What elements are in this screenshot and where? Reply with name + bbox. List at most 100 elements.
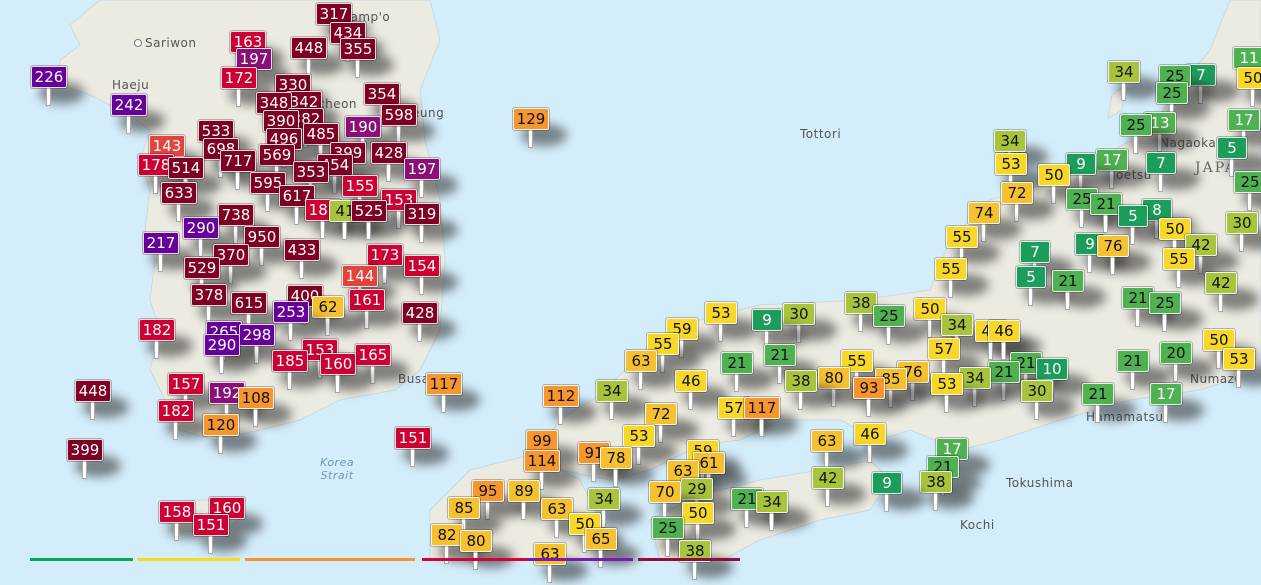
aqi-value[interactable]: 7 (1146, 152, 1176, 174)
aqi-value[interactable]: 46 (988, 320, 1020, 342)
aqi-value[interactable]: 55 (935, 258, 967, 280)
aqi-value[interactable]: 21 (1052, 270, 1084, 292)
aqi-station-marker[interactable]: 30 (1021, 380, 1075, 422)
aqi-value[interactable]: 428 (402, 302, 438, 324)
aqi-value[interactable]: 50 (1237, 67, 1261, 89)
aqi-value[interactable]: 21 (1082, 383, 1114, 405)
aqi-station-marker[interactable]: 108 (238, 387, 292, 429)
aqi-value[interactable]: 172 (221, 67, 257, 89)
aqi-station-marker[interactable]: 76 (1097, 235, 1151, 277)
aqi-station-marker[interactable]: 151 (395, 427, 449, 469)
aqi-value[interactable]: 317 (316, 3, 352, 25)
aqi-station-marker[interactable]: 185 (272, 350, 326, 392)
aqi-value[interactable]: 529 (184, 257, 220, 279)
aqi-value[interactable]: 17 (1228, 109, 1260, 131)
aqi-value[interactable]: 38 (845, 292, 877, 314)
aqi-value[interactable]: 428 (371, 142, 407, 164)
aqi-station-marker[interactable]: 25 (1149, 292, 1203, 334)
aqi-value[interactable]: 9 (872, 472, 902, 494)
aqi-value[interactable]: 178 (138, 154, 174, 176)
aqi-station-marker[interactable]: 93 (853, 377, 907, 419)
aqi-station-marker[interactable]: 9 (872, 472, 926, 514)
aqi-station-marker[interactable]: 34 (588, 488, 642, 530)
aqi-value[interactable]: 154 (404, 255, 440, 277)
aqi-station-marker[interactable]: 598 (381, 104, 435, 146)
aqi-value[interactable]: 63 (667, 460, 699, 482)
aqi-value[interactable]: 173 (367, 244, 403, 266)
aqi-value[interactable]: 5 (1016, 266, 1046, 288)
aqi-value[interactable]: 448 (291, 37, 327, 59)
aqi-station-marker[interactable]: 30 (1226, 212, 1261, 254)
aqi-value[interactable]: 50 (1203, 329, 1235, 351)
aqi-value[interactable]: 120 (203, 414, 239, 436)
aqi-value[interactable]: 355 (340, 38, 376, 60)
aqi-station-marker[interactable]: 151 (193, 514, 247, 556)
aqi-value[interactable]: 57 (718, 397, 750, 419)
aqi-station-marker[interactable]: 95 (472, 480, 526, 522)
aqi-station-marker[interactable]: 42 (1205, 272, 1259, 314)
aqi-value[interactable]: 55 (841, 350, 873, 372)
aqi-station-marker[interactable]: 46 (854, 423, 908, 465)
aqi-value[interactable]: 63 (811, 430, 843, 452)
aqi-value[interactable]: 738 (218, 204, 254, 226)
aqi-station-marker[interactable]: 63 (625, 350, 679, 392)
aqi-value[interactable]: 57 (928, 338, 960, 360)
aqi-value[interactable]: 9 (752, 309, 782, 331)
aqi-value[interactable]: 34 (959, 367, 991, 389)
aqi-value[interactable]: 370 (213, 244, 249, 266)
aqi-value[interactable]: 34 (588, 488, 620, 510)
aqi-station-marker[interactable]: 717 (220, 150, 274, 192)
aqi-value[interactable]: 114 (524, 450, 560, 472)
aqi-value[interactable]: 112 (543, 385, 579, 407)
aqi-station-marker[interactable]: 117 (744, 397, 798, 439)
aqi-value[interactable]: 514 (168, 157, 204, 179)
aqi-station-marker[interactable]: 21 (1117, 350, 1171, 392)
aqi-value[interactable]: 89 (508, 480, 540, 502)
aqi-station-marker[interactable]: 25 (1156, 82, 1210, 124)
aqi-value[interactable]: 253 (273, 301, 309, 323)
aqi-station-marker[interactable]: 428 (402, 302, 456, 344)
aqi-value[interactable]: 533 (198, 120, 234, 142)
aqi-value[interactable]: 155 (342, 175, 378, 197)
aqi-value[interactable]: 38 (785, 370, 817, 392)
aqi-value[interactable]: 80 (818, 367, 850, 389)
aqi-station-marker[interactable]: 21 (1052, 270, 1106, 312)
aqi-station-marker[interactable]: 53 (931, 373, 985, 415)
aqi-value[interactable]: 38 (920, 471, 952, 493)
aqi-value[interactable]: 63 (625, 350, 657, 372)
aqi-value[interactable]: 298 (239, 324, 275, 346)
aqi-value[interactable]: 29 (681, 478, 713, 500)
aqi-station-marker[interactable]: 25 (652, 517, 706, 559)
aqi-station-marker[interactable]: 160 (320, 353, 374, 395)
aqi-value[interactable]: 161 (349, 289, 385, 311)
aqi-value[interactable]: 85 (448, 497, 480, 519)
aqi-value[interactable]: 30 (1021, 380, 1053, 402)
aqi-station-marker[interactable]: 7 (1146, 152, 1200, 194)
aqi-station-marker[interactable]: 154 (404, 255, 458, 297)
aqi-value[interactable]: 53 (1223, 348, 1255, 370)
aqi-station-marker[interactable]: 74 (968, 202, 1022, 244)
aqi-station-marker[interactable]: 182 (158, 400, 212, 442)
aqi-value[interactable]: 399 (67, 439, 103, 461)
aqi-value[interactable]: 182 (158, 400, 194, 422)
aqi-station-marker[interactable]: 525 (351, 200, 405, 242)
aqi-value[interactable]: 182 (139, 319, 175, 341)
aqi-station-marker[interactable]: 89 (508, 480, 562, 522)
aqi-value[interactable]: 21 (764, 344, 796, 366)
aqi-value[interactable]: 165 (355, 344, 391, 366)
aqi-value[interactable]: 53 (623, 425, 655, 447)
aqi-value[interactable]: 143 (149, 135, 185, 157)
aqi-station-marker[interactable]: 42 (1185, 234, 1239, 276)
aqi-station-marker[interactable]: 399 (67, 439, 121, 481)
aqi-value[interactable]: 342 (286, 91, 322, 113)
aqi-station-marker[interactable]: 80 (460, 530, 514, 572)
aqi-value[interactable]: 190 (345, 116, 381, 138)
aqi-station-marker[interactable]: 433 (284, 239, 338, 281)
aqi-value[interactable]: 34 (1108, 61, 1140, 83)
aqi-value[interactable]: 595 (250, 172, 286, 194)
aqi-station-marker[interactable]: 21 (1082, 383, 1136, 425)
aqi-value[interactable]: 21 (1122, 287, 1154, 309)
aqi-station-marker[interactable]: 53 (705, 302, 759, 344)
aqi-value[interactable]: 10 (1036, 358, 1068, 380)
aqi-value[interactable]: 390 (263, 110, 299, 132)
